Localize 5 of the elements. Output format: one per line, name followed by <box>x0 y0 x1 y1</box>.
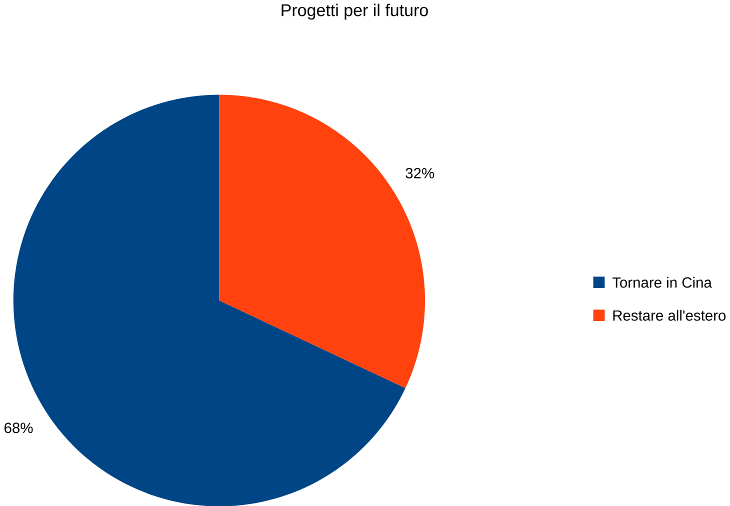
chart-title: Progetti per il futuro <box>282 4 428 20</box>
legend-label: Restare all'estero <box>613 310 726 321</box>
data-label: 32% <box>406 168 434 178</box>
legend-label: Tornare in Cina <box>612 276 712 288</box>
data-label: 68% <box>4 422 33 433</box>
